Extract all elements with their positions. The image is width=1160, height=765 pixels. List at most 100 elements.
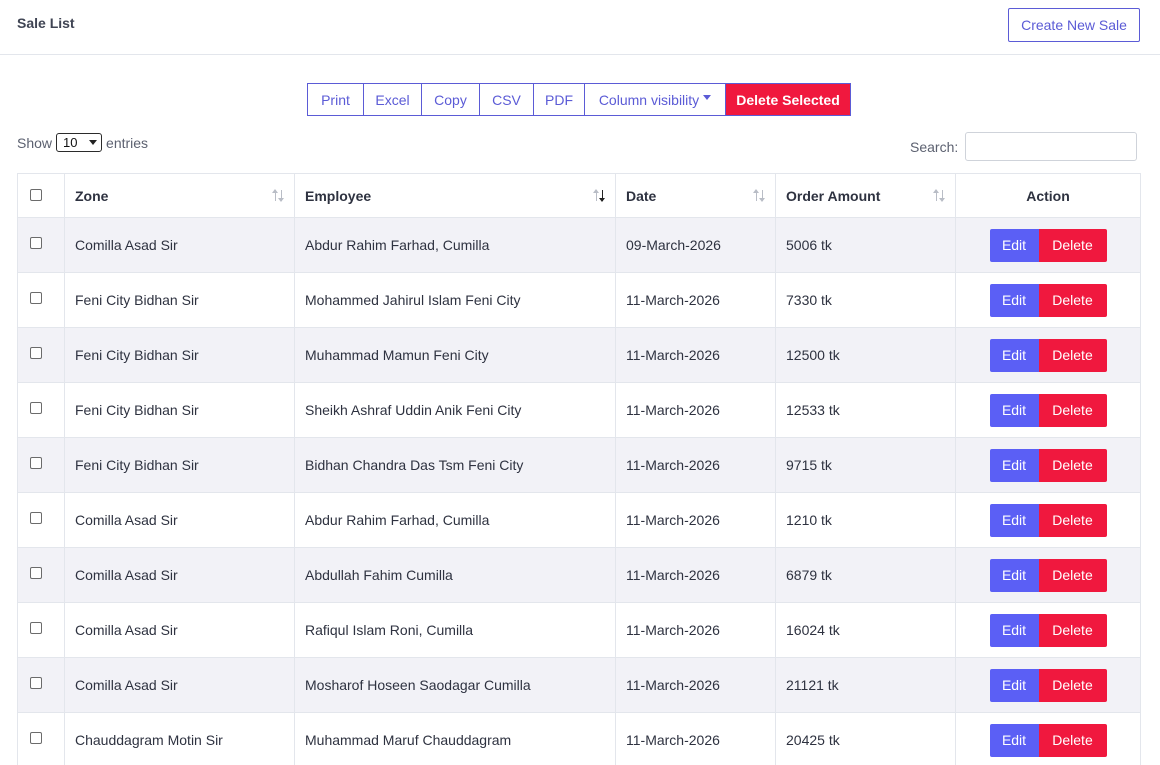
- edit-button[interactable]: Edit: [989, 393, 1039, 427]
- order-amount-cell: 12533 tk: [775, 382, 956, 438]
- search-input[interactable]: [965, 132, 1138, 161]
- edit-button[interactable]: Edit: [989, 338, 1039, 372]
- delete-button[interactable]: Delete: [1038, 448, 1107, 482]
- edit-button[interactable]: Edit: [989, 503, 1039, 537]
- table-row: Feni City Bidhan Sir Bidhan Chandra Das T…: [17, 437, 1141, 493]
- chevron-down-icon: [89, 140, 98, 145]
- row-checkbox[interactable]: [30, 622, 42, 634]
- delete-button[interactable]: Delete: [1038, 228, 1107, 262]
- date-cell: 11-March-2026: [615, 382, 776, 438]
- date-cell: 11-March-2026: [615, 657, 776, 713]
- action-cell: Edit Delete: [955, 217, 1141, 273]
- zone-cell: Feni City Bidhan Sir: [64, 272, 295, 328]
- delete-button[interactable]: Delete: [1038, 558, 1107, 592]
- action-cell: Edit Delete: [955, 602, 1141, 658]
- show-label: Show: [17, 134, 53, 151]
- delete-button[interactable]: Delete: [1038, 283, 1107, 317]
- zone-cell: Feni City Bidhan Sir: [64, 382, 295, 438]
- edit-button[interactable]: Edit: [989, 613, 1039, 647]
- row-checkbox[interactable]: [30, 567, 42, 579]
- employee-cell: Muhammad Maruf Chauddagram: [294, 712, 616, 765]
- column-header-action: Action: [955, 173, 1141, 218]
- row-checkbox[interactable]: [30, 677, 42, 689]
- edit-button[interactable]: Edit: [989, 668, 1039, 702]
- order-amount-cell: 7330 tk: [775, 272, 956, 328]
- edit-button[interactable]: Edit: [989, 558, 1039, 592]
- column-header-order-amount-label: Order Amount: [786, 187, 881, 204]
- action-button-group: Edit Delete: [989, 283, 1107, 317]
- excel-button[interactable]: Excel: [363, 83, 421, 116]
- edit-button[interactable]: Edit: [989, 448, 1039, 482]
- pdf-button[interactable]: PDF: [533, 83, 584, 116]
- column-header-date-label: Date: [626, 187, 657, 204]
- column-header-employee[interactable]: Employee: [294, 173, 616, 218]
- delete-button[interactable]: Delete: [1038, 338, 1107, 372]
- column-header-date[interactable]: Date: [615, 173, 776, 218]
- edit-button[interactable]: Edit: [989, 283, 1039, 317]
- date-cell: 11-March-2026: [615, 712, 776, 765]
- column-visibility-label: Column visibility: [598, 91, 700, 108]
- table-header-row: Zone Employee Date Order Amount Action: [17, 173, 1141, 218]
- date-cell: 11-March-2026: [615, 272, 776, 328]
- sort-icon: [272, 189, 286, 204]
- order-amount-cell: 1210 tk: [775, 492, 956, 548]
- delete-button[interactable]: Delete: [1038, 668, 1107, 702]
- action-button-group: Edit Delete: [989, 393, 1107, 427]
- entries-length-control: Show 10 entries: [17, 133, 148, 152]
- row-checkbox[interactable]: [30, 347, 42, 359]
- row-select-cell: [17, 547, 65, 603]
- table-row: Feni City Bidhan Sir Sheikh Ashraf Uddin …: [17, 382, 1141, 438]
- employee-cell: Mosharof Hoseen Saodagar Cumilla: [294, 657, 616, 713]
- edit-button[interactable]: Edit: [989, 228, 1039, 262]
- print-button[interactable]: Print: [307, 83, 363, 116]
- action-cell: Edit Delete: [955, 492, 1141, 548]
- row-checkbox[interactable]: [30, 402, 42, 414]
- action-button-group: Edit Delete: [989, 228, 1107, 262]
- select-all-cell: [17, 173, 65, 218]
- delete-button[interactable]: Delete: [1038, 613, 1107, 647]
- table-row: Feni City Bidhan Sir Mohammed Jahirul Isl…: [17, 272, 1141, 328]
- row-checkbox[interactable]: [30, 732, 42, 744]
- sale-table-wrapper: Zone Employee Date Order Amount Action C…: [17, 173, 1141, 765]
- column-header-order-amount[interactable]: Order Amount: [775, 173, 956, 218]
- edit-button[interactable]: Edit: [989, 723, 1039, 757]
- table-body: Comilla Asad Sir Abdur Rahim Farhad, Cumi…: [17, 217, 1141, 765]
- csv-button[interactable]: CSV: [479, 83, 533, 116]
- select-all-checkbox[interactable]: [30, 188, 42, 201]
- zone-cell: Comilla Asad Sir: [64, 547, 295, 603]
- row-checkbox[interactable]: [30, 237, 42, 249]
- sort-icon: [753, 189, 767, 204]
- action-cell: Edit Delete: [955, 712, 1141, 765]
- row-select-cell: [17, 272, 65, 328]
- entries-select[interactable]: 10: [56, 133, 103, 152]
- column-header-zone-label: Zone: [75, 187, 109, 204]
- page-header: Sale List Create New Sale: [0, 0, 1160, 55]
- column-header-zone[interactable]: Zone: [64, 173, 295, 218]
- column-visibility-button[interactable]: Column visibility: [584, 83, 725, 116]
- order-amount-cell: 6879 tk: [775, 547, 956, 603]
- date-cell: 11-March-2026: [615, 602, 776, 658]
- date-cell: 09-March-2026: [615, 217, 776, 273]
- order-amount-cell: 21121 tk: [775, 657, 956, 713]
- table-row: Comilla Asad Sir Abdur Rahim Farhad, Cumi…: [17, 492, 1141, 548]
- row-checkbox[interactable]: [30, 457, 42, 469]
- action-button-group: Edit Delete: [989, 668, 1107, 702]
- table-row: Feni City Bidhan Sir Muhammad Mamun Feni …: [17, 327, 1141, 383]
- create-new-sale-button[interactable]: Create New Sale: [1008, 8, 1140, 42]
- row-select-cell: [17, 602, 65, 658]
- page-title: Sale List: [17, 15, 75, 31]
- row-checkbox[interactable]: [30, 292, 42, 304]
- copy-button[interactable]: Copy: [421, 83, 479, 116]
- delete-selected-button[interactable]: Delete Selected: [725, 83, 851, 116]
- delete-button[interactable]: Delete: [1038, 393, 1107, 427]
- row-checkbox[interactable]: [30, 512, 42, 524]
- table-row: Comilla Asad Sir Mosharof Hoseen Saodagar…: [17, 657, 1141, 713]
- export-button-group: Print Excel Copy CSV PDF Column visibili…: [307, 83, 851, 116]
- employee-cell: Muhammad Mamun Feni City: [294, 327, 616, 383]
- delete-button[interactable]: Delete: [1038, 503, 1107, 537]
- action-cell: Edit Delete: [955, 272, 1141, 328]
- date-cell: 11-March-2026: [615, 492, 776, 548]
- delete-button[interactable]: Delete: [1038, 723, 1107, 757]
- row-select-cell: [17, 712, 65, 765]
- employee-cell: Abdur Rahim Farhad, Cumilla: [294, 217, 616, 273]
